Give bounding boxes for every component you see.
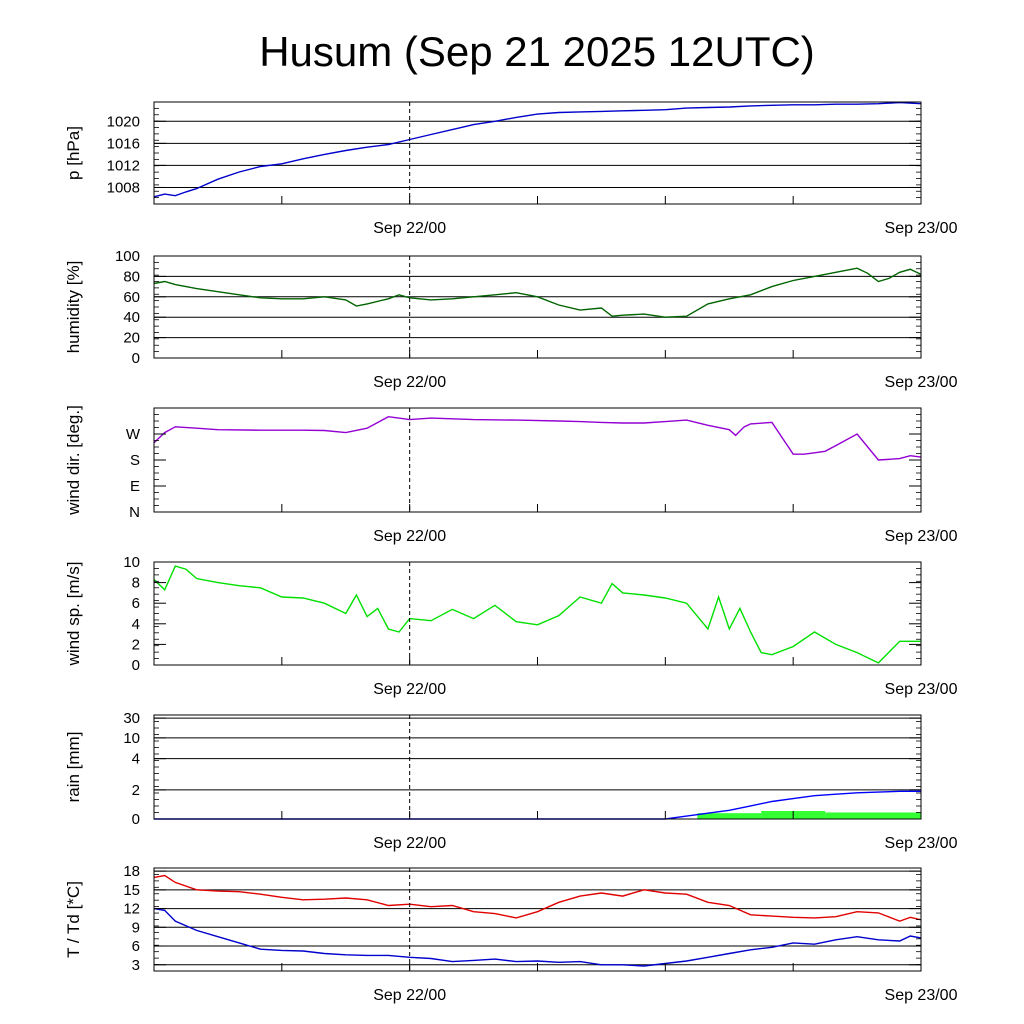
series-line-wind_dir [153, 415, 922, 461]
panel-wind_speed: 0 2 4 6 8 10 wind sp. [m/s] Sep 22/00 Sep 23/00 [64, 554, 958, 698]
y-tick-label: 1020 [107, 113, 140, 130]
y-axis-label: wind dir. [deg.] [64, 405, 83, 516]
plot-frame [153, 867, 922, 972]
y-tick-label: 0 [132, 657, 140, 674]
y-tick-label: N [129, 504, 140, 521]
y-tick-label: 18 [123, 863, 140, 880]
x-tick-label: Sep 23/00 [885, 835, 958, 852]
y-tick-label: 12 [123, 901, 140, 918]
y-tick-label: 10 [123, 554, 140, 571]
x-tick-label: Sep 23/00 [885, 374, 958, 391]
series-line-pressure [153, 101, 922, 198]
plot-frame [153, 407, 922, 513]
y-tick-label: W [126, 426, 141, 443]
series-line-wind_speed [153, 565, 921, 664]
panel-rain: 0 2 4 10 30 rain [mm] Sep 22/00 Sep 23/00 [64, 710, 958, 852]
y-tick-label: 6 [132, 938, 140, 955]
x-tick-label: Sep 22/00 [373, 681, 446, 698]
series-line-temperature-T [153, 874, 922, 922]
y-tick-label: 1012 [107, 157, 140, 174]
y-tick-label: 80 [123, 268, 140, 285]
rain-bar [825, 812, 921, 819]
y-tick-label: 40 [123, 309, 140, 326]
y-tick-label: 9 [132, 919, 140, 936]
panel-temperature: 3 6 912 15 18 T / Td [*C] Sep 22/00 Sep 23/00 [64, 863, 958, 1004]
y-tick-label: S [130, 452, 140, 469]
x-tick-label: Sep 22/00 [373, 987, 446, 1004]
y-tick-label: 1008 [107, 179, 140, 196]
y-tick-label: 10 [123, 730, 140, 747]
y-tick-label: 60 [123, 289, 140, 306]
y-tick-label: 4 [132, 616, 140, 633]
y-tick-label: 100 [115, 248, 140, 265]
x-tick-label: Sep 22/00 [373, 835, 446, 852]
x-tick-label: Sep 22/00 [373, 374, 446, 391]
y-axis-label: wind sp. [m/s] [64, 562, 83, 667]
plot-frame [153, 714, 922, 820]
y-axis-label: humidity [%] [64, 261, 83, 354]
y-tick-label: 3 [132, 957, 140, 974]
y-tick-label: 20 [123, 330, 140, 347]
plot-frame [153, 255, 922, 359]
y-tick-label: 4 [132, 751, 140, 768]
y-axis-label: T / Td [*C] [64, 881, 83, 958]
panel-humidity: 0 20 40 60 80 100 humidity [%] Sep 22/00 Sep 23/… [64, 248, 958, 391]
y-tick-label: 8 [132, 575, 140, 592]
series-line-temperature-Td [153, 907, 922, 967]
x-tick-label: Sep 22/00 [373, 220, 446, 237]
y-tick-label: E [130, 478, 140, 495]
series-line-humidity [153, 267, 922, 318]
panel-pressure: 1008 1012 1016 1020 p [hPa] Sep 22/00 Sep 23/0… [64, 101, 958, 237]
x-tick-label: Sep 22/00 [373, 528, 446, 545]
plot-frame [153, 561, 922, 666]
y-tick-label: 1016 [107, 135, 140, 152]
y-tick-label: 30 [123, 710, 140, 727]
y-tick-label: 2 [132, 636, 140, 653]
y-tick-label: 2 [132, 782, 140, 799]
x-tick-label: Sep 23/00 [885, 528, 958, 545]
x-tick-label: Sep 23/00 [885, 220, 958, 237]
y-axis-label: rain [mm] [64, 732, 83, 803]
x-tick-label: Sep 23/00 [885, 987, 958, 1004]
y-tick-label: 0 [132, 811, 140, 828]
plot-frame [153, 101, 922, 205]
x-tick-label: Sep 23/00 [885, 681, 958, 698]
y-tick-label: 15 [123, 882, 140, 899]
series-line-rain-accumulated [154, 790, 921, 820]
y-axis-label: p [hPa] [64, 126, 83, 180]
y-tick-label: 6 [132, 595, 140, 612]
chart-title: Husum (Sep 21 2025 12UTC) [259, 28, 815, 75]
y-tick-label: 0 [132, 350, 140, 367]
rain-bar [697, 813, 762, 819]
